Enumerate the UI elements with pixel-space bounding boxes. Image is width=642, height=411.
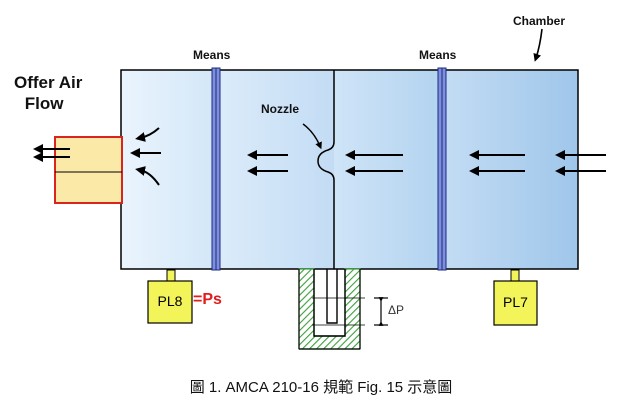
nozzle-wall: [317, 70, 335, 269]
pl8-gauge: [147, 269, 193, 324]
chamber-body: [120, 69, 579, 270]
delta-p-dimension: [374, 297, 388, 326]
ps-label: =Ps: [193, 291, 222, 308]
delta-p-label: ΔP: [388, 303, 405, 317]
figure-caption: 圖 1. AMCA 210-16 規範 Fig. 15 示意圖: [189, 379, 453, 396]
offer-air-flow-box: [54, 136, 123, 204]
nozzle-label: Nozzle: [261, 102, 300, 116]
means-left-label: Means: [193, 48, 231, 62]
offer-air-flow-label: Offer Air Flow: [14, 72, 82, 114]
chamber-label: Chamber: [513, 14, 566, 28]
manometer: [298, 268, 365, 350]
offer-air-flow-line2: Flow: [24, 94, 64, 113]
means-screen-left: [211, 67, 221, 271]
pl7-label: PL7: [503, 294, 528, 310]
offer-air-flow-line1: Offer Air: [14, 73, 83, 92]
flow-arrows: [33, 127, 606, 186]
pl7-gauge: [493, 269, 538, 326]
means-right-label: Means: [419, 48, 457, 62]
nozzle-pointer: [302, 123, 322, 150]
chamber-pointer: [533, 28, 543, 62]
pl8-label: PL8: [157, 293, 183, 309]
means-screen-right: [437, 67, 447, 271]
